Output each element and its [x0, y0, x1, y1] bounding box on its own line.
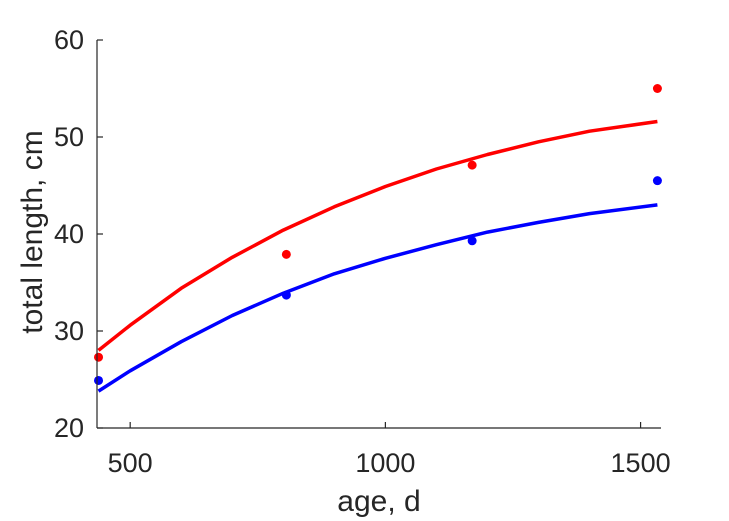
x-tick-label: 1500 — [611, 448, 671, 478]
data-point-series-1 — [468, 161, 477, 170]
data-point-series-2 — [282, 291, 291, 300]
x-tick-label: 500 — [108, 448, 153, 478]
fit-curve-series-1 — [99, 122, 658, 351]
y-axis-title: total length, cm — [16, 130, 49, 333]
data-point-series-2 — [468, 236, 477, 245]
data-point-series-1 — [282, 250, 291, 259]
data-point-series-1 — [94, 353, 103, 362]
x-tick-label: 1000 — [355, 448, 415, 478]
axes: 20 30 40 50 60 500 1000 1500 — [54, 25, 671, 478]
data-point-series-2 — [94, 376, 103, 385]
plot-area — [94, 84, 662, 391]
y-tick-label: 30 — [54, 316, 84, 346]
y-tick-label: 20 — [54, 413, 84, 443]
y-tick-label: 60 — [54, 25, 84, 55]
fit-curve-series-2 — [99, 205, 658, 391]
data-point-series-1 — [653, 84, 662, 93]
y-tick-label: 40 — [54, 219, 84, 249]
y-tick-label: 50 — [54, 122, 84, 152]
data-point-series-2 — [653, 176, 662, 185]
x-axis-title: age, d — [337, 485, 420, 518]
